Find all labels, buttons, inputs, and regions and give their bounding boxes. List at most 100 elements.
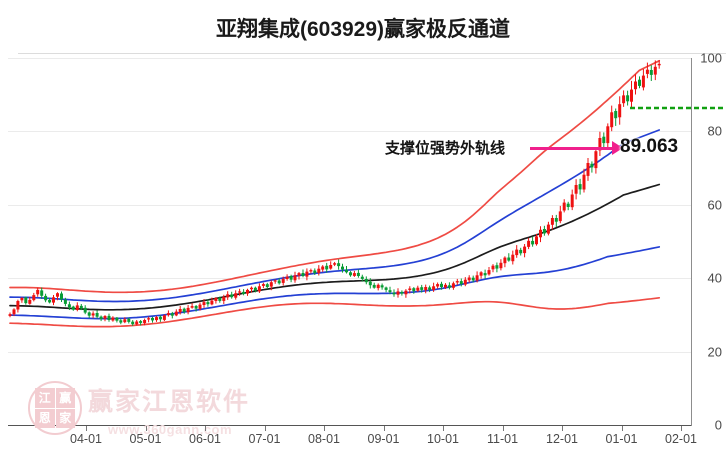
y-axis-tick-label: 20	[707, 344, 722, 360]
band-upper-inner	[9, 129, 661, 303]
x-axis-line	[8, 425, 692, 426]
candle-body	[519, 249, 523, 254]
candle-body	[634, 81, 637, 90]
x-axis-tick	[502, 426, 504, 431]
x-axis-tick-label: 07-01	[248, 432, 281, 446]
candle-body	[428, 287, 432, 290]
candle-body	[301, 273, 305, 276]
candle-body	[368, 281, 372, 286]
candle-body	[388, 290, 392, 293]
candle-body	[455, 281, 459, 283]
candle-body	[305, 271, 309, 277]
candle-body	[186, 307, 190, 313]
brand-watermark: 赢家江恩软件	[88, 388, 251, 416]
candle-body	[16, 301, 20, 310]
seal-char: 家	[55, 408, 75, 428]
candle-body	[467, 277, 471, 281]
candle-body	[111, 317, 115, 321]
candle-body	[24, 297, 28, 304]
candle-body	[360, 276, 364, 279]
candle-body	[277, 280, 281, 284]
candle-body	[214, 298, 218, 301]
candle-body	[507, 257, 511, 261]
candle-body	[550, 218, 554, 225]
candle-body	[598, 138, 602, 151]
candle-body	[269, 282, 273, 287]
candle-body	[143, 320, 147, 324]
x-axis-tick-label: 10-01	[427, 432, 459, 446]
candle-body	[451, 283, 455, 288]
candle-body	[313, 270, 317, 274]
candle-body	[178, 309, 182, 313]
candle-body	[107, 315, 111, 320]
candle-body	[206, 302, 210, 305]
candle-body	[83, 307, 87, 313]
candle-body	[222, 296, 226, 301]
candle-body	[218, 297, 222, 301]
candle-body	[610, 112, 614, 128]
candle-body	[590, 163, 594, 168]
candle-body	[242, 291, 246, 294]
candle-body	[570, 194, 574, 208]
candle-body	[115, 317, 119, 321]
candle-body	[56, 293, 59, 297]
candle-body	[87, 312, 91, 316]
candle-body	[471, 277, 475, 281]
candle-body	[162, 315, 166, 320]
candle-body	[151, 317, 154, 321]
candle-body	[614, 111, 618, 119]
candle-body	[166, 313, 170, 316]
page-title: 亚翔集成(603929)赢家极反通道	[215, 18, 511, 41]
candle-body	[238, 291, 242, 293]
candlestick-series	[8, 60, 661, 326]
candle-body	[40, 290, 44, 296]
candle-body	[234, 293, 238, 298]
candle-body	[630, 89, 633, 102]
candle-body	[317, 268, 321, 273]
candle-body	[158, 316, 162, 320]
candle-body	[48, 300, 52, 303]
brand-seal-logo: 江 赢 恩 家	[28, 381, 82, 435]
band-upper-outer	[9, 59, 661, 294]
candle-body	[12, 309, 16, 315]
candle-body	[337, 263, 341, 267]
x-axis-tick-label: 06-01	[189, 432, 221, 446]
candle-body	[36, 289, 40, 295]
candle-body	[95, 313, 99, 317]
candle-body	[210, 300, 214, 305]
candle-body	[75, 305, 79, 310]
candle-body	[198, 304, 202, 309]
x-axis-tick	[562, 426, 563, 431]
candle-body	[562, 202, 566, 211]
candle-body	[535, 236, 538, 245]
band-mid-line	[9, 183, 661, 311]
candle-body	[257, 286, 261, 292]
candle-body	[653, 66, 657, 75]
candle-body	[479, 272, 483, 276]
x-axis-tick-label: 08-01	[308, 432, 340, 446]
candle-body	[99, 316, 103, 319]
candle-body	[265, 284, 269, 287]
candle-body	[602, 136, 606, 144]
candle-body	[135, 321, 139, 325]
candle-body	[28, 299, 32, 304]
candle-body	[329, 265, 333, 269]
x-axis-tick	[264, 426, 266, 431]
candle-body	[622, 95, 626, 104]
candle-body	[487, 270, 491, 275]
x-axis-tick	[383, 426, 385, 431]
candle-body	[436, 284, 440, 287]
gridline	[8, 278, 691, 280]
candle-body	[285, 276, 289, 279]
candle-body	[321, 266, 325, 270]
candle-body	[174, 311, 178, 316]
x-axis-tick-label: 12-01	[546, 432, 578, 446]
band-lower-outer	[9, 296, 661, 328]
candle-body	[404, 290, 408, 295]
candle-body	[246, 289, 249, 294]
annotation-label: 支撑位强势外轨线	[385, 140, 506, 157]
candle-body	[155, 317, 158, 321]
y-axis-tick-label: 60	[707, 197, 722, 213]
candle-body	[147, 318, 151, 320]
